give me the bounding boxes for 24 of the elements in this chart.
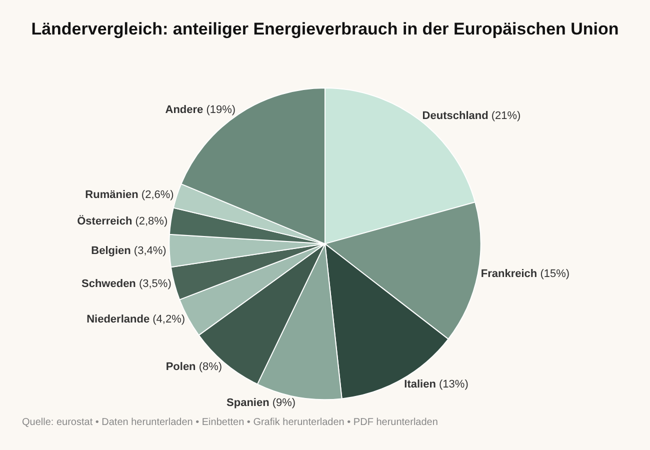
source-note: Quelle: eurostat • Daten herunterladen • Einbetten • Grafik herunterladen • PDF herunterladen	[22, 417, 438, 428]
slice-label: Polen	[166, 360, 196, 373]
slice-label: Schweden	[82, 278, 136, 290]
data-label: (9%)	[272, 397, 296, 410]
slice-label: Rumänien	[85, 189, 139, 202]
data-label: (21%)	[491, 110, 521, 122]
data-label: (2,6%)	[141, 189, 174, 202]
slice-label: Frankreich	[480, 268, 538, 280]
slice-label: Spanien	[226, 397, 270, 410]
slice-label: Österreich	[77, 214, 132, 228]
data-label: (4,2%)	[152, 313, 186, 326]
data-label: (2,8%)	[135, 215, 168, 228]
slice-label: Belgien	[91, 244, 132, 257]
data-label: (15%)	[540, 268, 570, 280]
slice-label: Deutschland	[422, 110, 488, 122]
chart-title: Ländervergleich: anteiliger Energieverbrauch in der Europäischen Union	[31, 19, 619, 38]
data-label: (3,4%)	[134, 244, 166, 257]
data-label: (3,5%)	[138, 278, 172, 290]
data-label: (13%)	[438, 378, 468, 390]
data-label: (19%)	[206, 104, 236, 116]
data-label: (8%)	[198, 360, 222, 373]
slice-label: Niederlande	[86, 313, 150, 326]
slice-label: Italien	[404, 378, 436, 390]
slice-label: Andere	[165, 104, 204, 116]
